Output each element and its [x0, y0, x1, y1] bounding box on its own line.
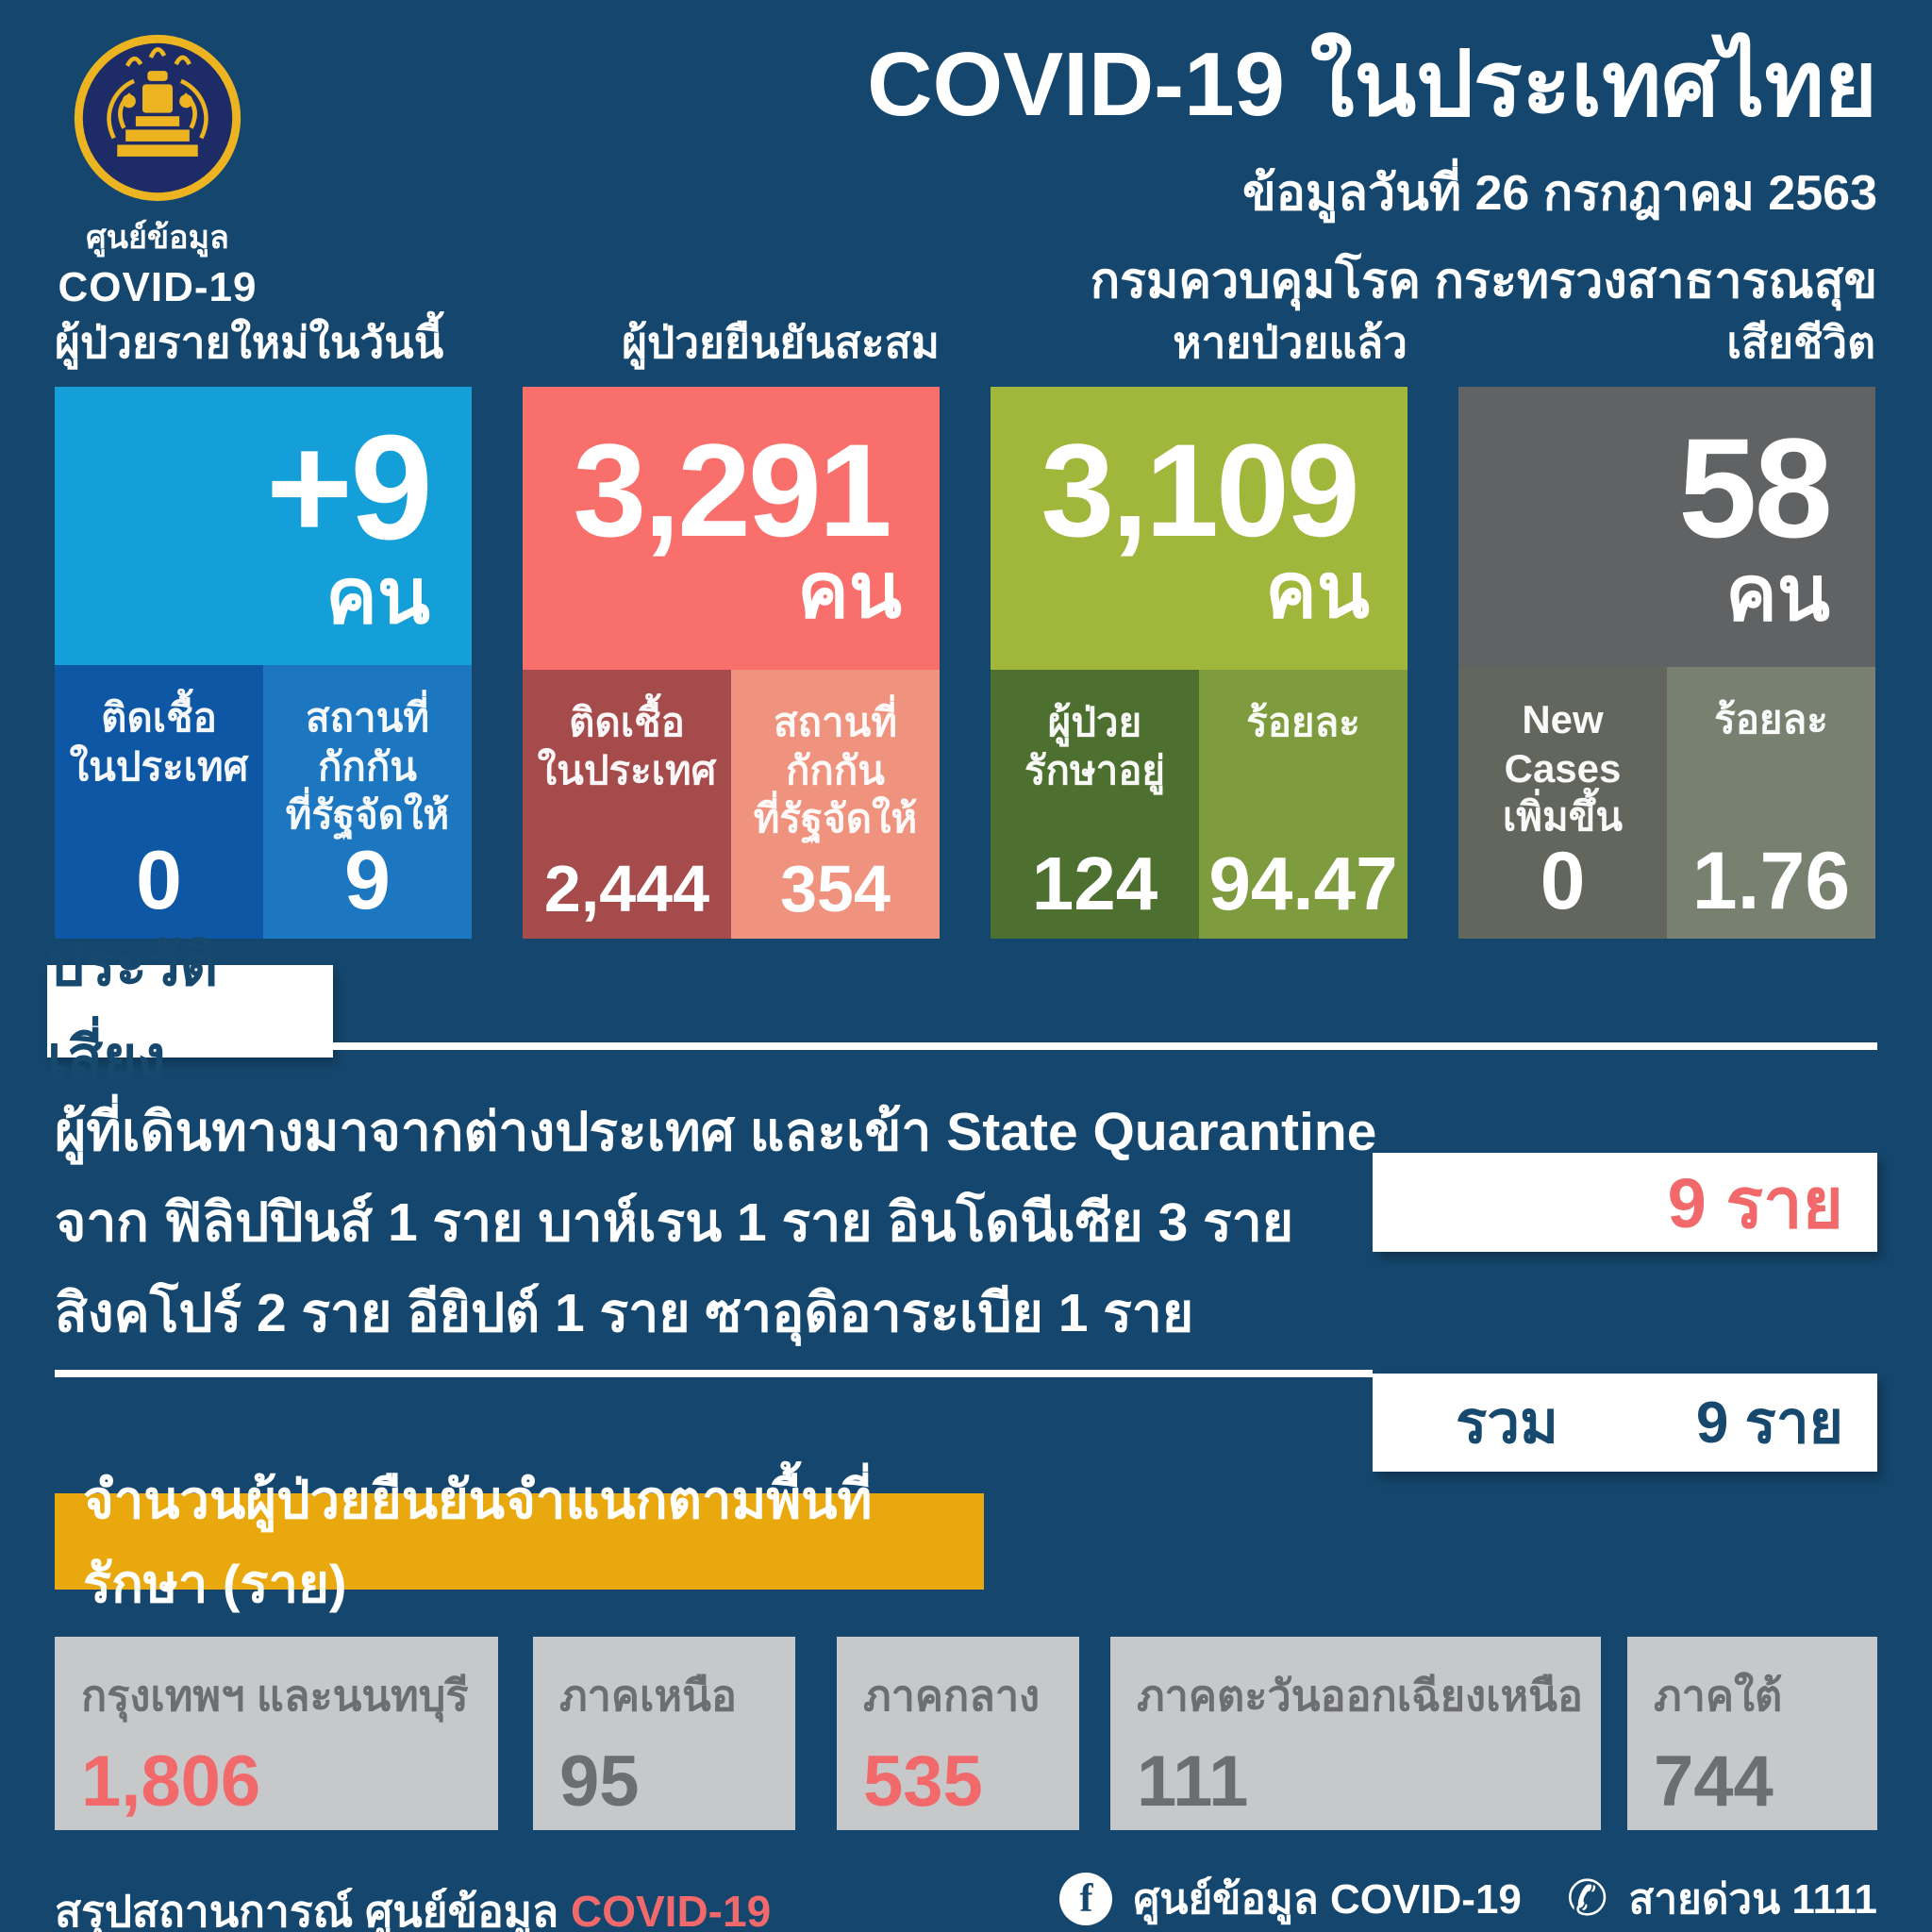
card-recovered: หายป่วยแล้ว 3,109 คน ผู้ป่วย รักษาอยู่ 1…: [991, 317, 1407, 939]
risk-line-2: จาก ฟิลิปปินส์ 1 ราย บาห์เรน 1 ราย อินโด…: [55, 1192, 1294, 1253]
card-cumulative-label: ผู้ป่วยยืนยันสะสม: [622, 318, 940, 367]
risk-line-3: สิงคโปร์ 2 ราย อียิปต์ 1 ราย ซาอุดิอาระเ…: [55, 1283, 1194, 1343]
cumulative-local-value: 2,444: [543, 852, 710, 925]
new-cases-value: +9: [265, 404, 433, 571]
region-value: 95: [559, 1741, 640, 1822]
region-value: 111: [1137, 1741, 1249, 1822]
sub-label-line: ที่รัฐจัดให้: [285, 791, 450, 837]
sub-label-line: เพิ่มขึ้น: [1502, 793, 1624, 839]
new-cases-local-value: 0: [136, 833, 182, 926]
card-recovered-label: หายป่วยแล้ว: [1173, 318, 1407, 367]
sub-label-line: ในประเทศ: [537, 748, 717, 793]
region-section-title: จำนวนผู้ป่วยยืนยันจำแนกตามพื้นที่รักษา (…: [83, 1470, 873, 1613]
sub-label-line: ในประเทศ: [69, 743, 249, 789]
recovered-unit: คน: [1265, 547, 1370, 634]
card-cumulative-cases: ผู้ป่วยยืนยันสะสม 3,291 คน ติดเชื้อ ในปร…: [523, 317, 940, 939]
region-box-central: ภาคกลาง 535: [837, 1637, 1079, 1830]
sub-label-line: สถานที่: [305, 695, 430, 741]
deaths-unit: คน: [1725, 550, 1830, 637]
header: COVID-19 ในประเทศไทย ข้อมูลวันที่ 26 กรก…: [867, 38, 1877, 319]
sub-label-line: ร้อยละ: [1246, 700, 1360, 744]
risk-count-value: 9 ราย: [1667, 1163, 1843, 1242]
risk-title-underline: [333, 1042, 1877, 1050]
risk-count-box: 9 ราย: [1373, 1153, 1877, 1252]
sub-label-line: ติดเชื้อ: [101, 695, 217, 741]
total-label: รวม: [1456, 1391, 1558, 1456]
sub-label-line: กักกัน: [318, 743, 417, 789]
facebook-page-label: ศูนย์ข้อมูล COVID-19: [1133, 1876, 1522, 1923]
sub-label-line: สถานที่: [773, 700, 898, 744]
new-cases-quarantine-value: 9: [344, 833, 391, 926]
cumulative-quarantine-value: 354: [780, 852, 891, 925]
card-new-cases: ผู้ป่วยรายใหม่ในวันนี้ +9 คน ติดเชื้อ ใน…: [55, 317, 472, 939]
sub-label-line: New Cases: [1504, 697, 1622, 791]
region-name: ภาคกลาง: [863, 1672, 1041, 1720]
new-cases-unit: คน: [325, 553, 430, 640]
risk-line-1: ผู้ที่เดินทางมาจากต่างประเทศ และเข้า Sta…: [55, 1102, 1377, 1162]
facebook-icon-letter: f: [1079, 1877, 1093, 1921]
recovered-percent-value: 94.47: [1208, 841, 1398, 925]
recovered-in-care-box: ผู้ป่วย รักษาอยู่ 124: [991, 670, 1199, 939]
logo-block: ศูนย์ข้อมูล COVID-19: [49, 34, 266, 311]
deaths-value: 58: [1678, 408, 1833, 568]
sub-label-line: รักษาอยู่: [1024, 748, 1166, 793]
recovered-percent-box: ร้อยละ 94.47: [1199, 670, 1407, 939]
cumulative-quarantine-box: สถานที่ กักกัน ที่รัฐจัดให้ 354: [731, 670, 940, 939]
footer-summary-highlight: COVID-19: [571, 1887, 772, 1932]
logo-text-line1: ศูนย์ข้อมูล: [86, 220, 229, 256]
total-value: 9 ราย: [1695, 1391, 1843, 1456]
region-box-northeast: ภาคตะวันออกเฉียงเหนือ 111: [1110, 1637, 1601, 1830]
sub-label-line: ติดเชื้อ: [569, 700, 685, 744]
region-section-title-box: จำนวนผู้ป่วยยืนยันจำแนกตามพื้นที่รักษา (…: [55, 1470, 984, 1613]
deaths-percent-value: 1.76: [1691, 836, 1851, 926]
risk-history-text: ผู้ที่เดินทางมาจากต่างประเทศ และเข้า Sta…: [55, 1087, 1376, 1358]
region-value: 535: [863, 1741, 983, 1822]
phone-icon: ✆: [1566, 1872, 1608, 1926]
region-value: 1,806: [81, 1741, 261, 1822]
cumulative-local-box: ติดเชื้อ ในประเทศ 2,444: [523, 670, 731, 939]
region-name: ภาคใต้: [1654, 1672, 1783, 1720]
facebook-icon: f: [1059, 1873, 1113, 1925]
sub-label-line: ผู้ป่วย: [1047, 700, 1142, 744]
cumulative-value: 3,291: [573, 415, 891, 564]
total-divider-line: [55, 1370, 1373, 1377]
total-box: รวม 9 ราย: [1373, 1374, 1877, 1472]
risk-history-title: ประวัติเสี่ยง: [47, 933, 219, 1091]
agency-name: กรมควบคุมโรค กระทรวงสาธารณสุข: [1090, 253, 1877, 308]
card-new-cases-label: ผู้ป่วยรายใหม่ในวันนี้: [55, 318, 444, 367]
recovered-value: 3,109: [1041, 415, 1359, 564]
region-name: ภาคตะวันออกเฉียงเหนือ: [1137, 1672, 1583, 1720]
new-cases-quarantine-box: สถานที่ กักกัน ที่รัฐจัดให้ 9: [263, 665, 472, 939]
new-cases-local-box: ติดเชื้อ ในประเทศ 0: [55, 665, 263, 939]
recovered-in-care-value: 124: [1031, 841, 1158, 925]
report-date: ข้อมูลวันที่ 26 กรกฎาคม 2563: [1242, 165, 1877, 221]
sub-label-line: กักกัน: [786, 748, 885, 793]
region-box-south: ภาคใต้ 744: [1627, 1637, 1877, 1830]
deaths-new-value: 0: [1540, 836, 1586, 926]
government-seal-icon: [74, 34, 242, 202]
region-name: ภาคเหนือ: [559, 1672, 737, 1720]
hotline-label: สายด่วน 1111: [1628, 1876, 1877, 1923]
region-name: กรุงเทพฯ และนนทบุรี: [81, 1672, 469, 1720]
page-title: COVID-19 ในประเทศไทย: [867, 34, 1877, 135]
card-deaths: เสียชีวิต 58 คน New Cases เพิ่มขึ้น 0 ร้…: [1458, 317, 1875, 939]
region-box-bangkok: กรุงเทพฯ และนนทบุรี 1,806: [55, 1637, 498, 1830]
logo-text-line2: COVID-19: [58, 264, 258, 310]
footer-contacts: f ศูนย์ข้อมูล COVID-19 ✆ สายด่วน 1111: [1059, 1866, 1877, 1932]
sub-label-line: ร้อยละ: [1714, 697, 1828, 742]
deaths-percent-box: ร้อยละ 1.76: [1667, 667, 1875, 939]
deaths-new-box: New Cases เพิ่มขึ้น 0: [1458, 667, 1667, 939]
footer-summary-text: สรุปสถานการณ์ ศูนย์ข้อมูล COVID-19: [55, 1877, 771, 1932]
card-deaths-label: เสียชีวิต: [1726, 318, 1875, 367]
risk-history-title-box: ประวัติเสี่ยง: [47, 933, 333, 1091]
region-box-north: ภาคเหนือ 95: [533, 1637, 795, 1830]
footer-summary-label: สรุปสถานการณ์ ศูนย์ข้อมูล: [55, 1887, 571, 1932]
cumulative-unit: คน: [797, 547, 902, 634]
region-value: 744: [1654, 1741, 1774, 1822]
sub-label-line: ที่รัฐจัดให้: [753, 796, 918, 841]
